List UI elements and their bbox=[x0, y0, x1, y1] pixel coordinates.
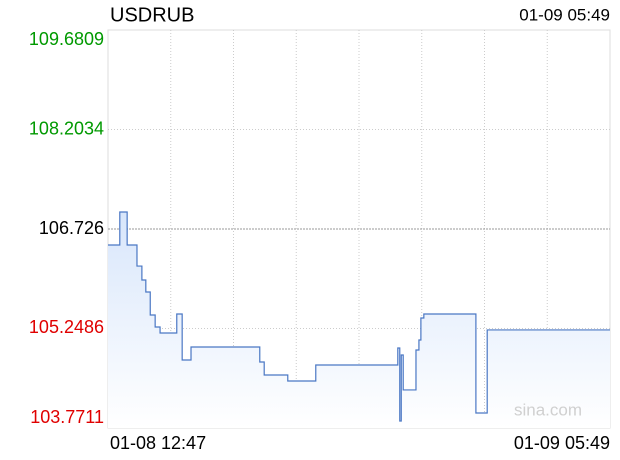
y-tick-label: 106.726 bbox=[39, 218, 104, 238]
x-tick-label: 01-09 05:49 bbox=[514, 433, 610, 453]
y-tick-label: 108.2034 bbox=[29, 118, 104, 138]
x-tick-label: 01-08 12:47 bbox=[110, 433, 206, 453]
price-line bbox=[108, 211, 610, 422]
watermark: sina.com bbox=[514, 400, 582, 419]
timestamp: 01-09 05:49 bbox=[519, 5, 610, 24]
chart-title: USDRUB bbox=[110, 4, 194, 26]
area bbox=[108, 212, 610, 428]
y-tick-label: 109.6809 bbox=[29, 29, 104, 49]
y-tick-label: 105.2486 bbox=[29, 317, 104, 337]
y-tick-label: 103.7711 bbox=[30, 407, 104, 427]
